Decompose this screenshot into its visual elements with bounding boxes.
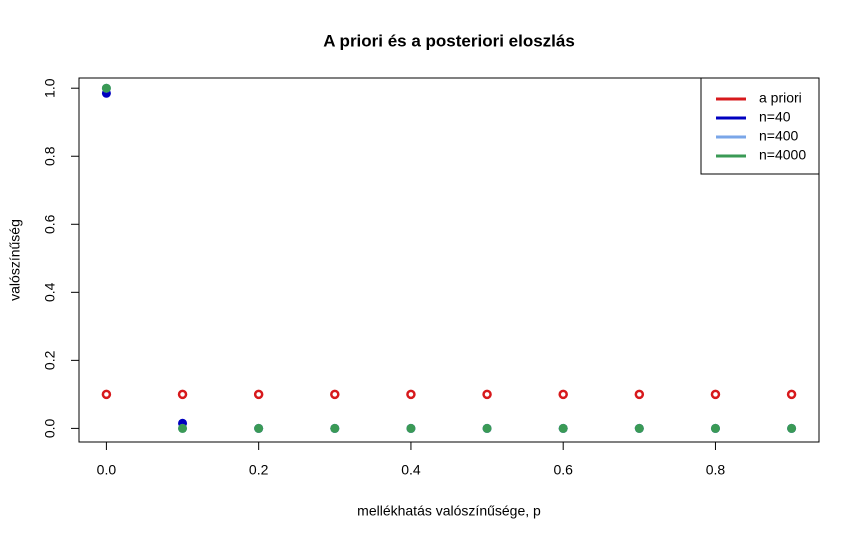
point	[254, 423, 264, 433]
point	[710, 423, 720, 433]
point	[406, 423, 416, 433]
x-tick-label: 0.0	[97, 462, 117, 478]
y-tick-label: 0.6	[42, 214, 58, 234]
point	[330, 389, 340, 400]
point	[787, 423, 797, 433]
point	[482, 423, 492, 433]
point	[101, 389, 112, 400]
point	[406, 389, 416, 400]
legend-box	[700, 77, 820, 175]
y-tick-label: 1.0	[42, 78, 58, 98]
y-tick-label: 0.0	[42, 418, 58, 438]
y-tick-label: 0.4	[42, 282, 58, 302]
x-tick-label: 0.8	[706, 462, 726, 478]
chart-title: A priori és a posteriori eloszlás	[323, 31, 575, 50]
legend-label: n=400	[759, 128, 799, 144]
x-tick-label: 0.2	[249, 462, 269, 478]
y-tick-label: 0.8	[42, 146, 58, 166]
legend-label: a priori	[759, 90, 802, 106]
x-tick-label: 0.4	[401, 462, 421, 478]
legend-label: n=40	[759, 109, 791, 125]
point	[330, 423, 340, 433]
point	[482, 389, 492, 400]
point	[101, 83, 111, 93]
point	[634, 389, 645, 400]
y-tick-label: 0.2	[42, 350, 58, 370]
point	[786, 389, 797, 400]
point	[634, 423, 644, 433]
point	[558, 423, 568, 433]
point	[178, 423, 188, 433]
y-axis-label: valószínűség	[7, 219, 23, 301]
point	[177, 389, 188, 400]
x-tick-label: 0.6	[553, 462, 573, 478]
x-axis-label: mellékhatás valószínűsége, p	[357, 503, 541, 519]
point	[710, 389, 721, 400]
point	[253, 389, 264, 400]
legend-label: n=4000	[759, 147, 806, 163]
point	[558, 389, 568, 400]
